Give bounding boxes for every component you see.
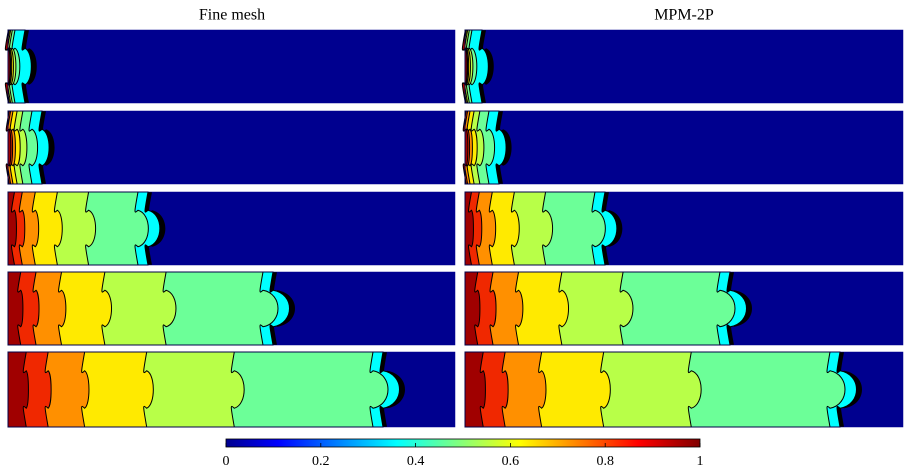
contour-band — [7, 191, 17, 266]
colorbar — [225, 438, 701, 448]
panel-title: MPM-2P — [654, 7, 714, 24]
panel-background — [8, 30, 455, 103]
colorbar-tick-label: 0.4 — [407, 454, 425, 469]
colorbar-axis: 0 0.2 0.4 0.6 0.8 1 — [223, 443, 704, 469]
colorbar-tick-label: 0.8 — [596, 454, 614, 469]
contour-band — [5, 110, 12, 185]
panel-frame — [7, 271, 456, 346]
colorbar-tick-label: 0.6 — [502, 454, 520, 469]
panel-background — [8, 111, 455, 184]
panel-frame — [7, 351, 456, 428]
panel-background — [465, 111, 903, 184]
panel-background — [465, 30, 903, 103]
panel-frame — [464, 351, 904, 428]
contour-band — [464, 351, 486, 428]
colorbar-tick-label: 0.2 — [312, 454, 330, 469]
panel-frame — [464, 110, 904, 185]
contour-band — [462, 110, 469, 185]
panel-frame — [464, 191, 904, 266]
panel-title: Fine mesh — [199, 7, 265, 24]
contour-band — [4, 29, 11, 104]
contour-band — [464, 271, 481, 346]
panel-frame — [464, 271, 904, 346]
panel-frame — [7, 191, 456, 266]
contour-band — [7, 351, 29, 428]
panel-frame — [7, 29, 456, 104]
contour-band — [7, 271, 24, 346]
colorbar-tick-label: 0 — [223, 454, 230, 469]
panel-frame — [464, 29, 904, 104]
contour-band — [461, 29, 468, 104]
contour-panels — [4, 29, 904, 428]
colorbar-tick-label: 1 — [697, 454, 704, 469]
panel-frame — [7, 110, 456, 185]
contour-band — [464, 191, 474, 266]
